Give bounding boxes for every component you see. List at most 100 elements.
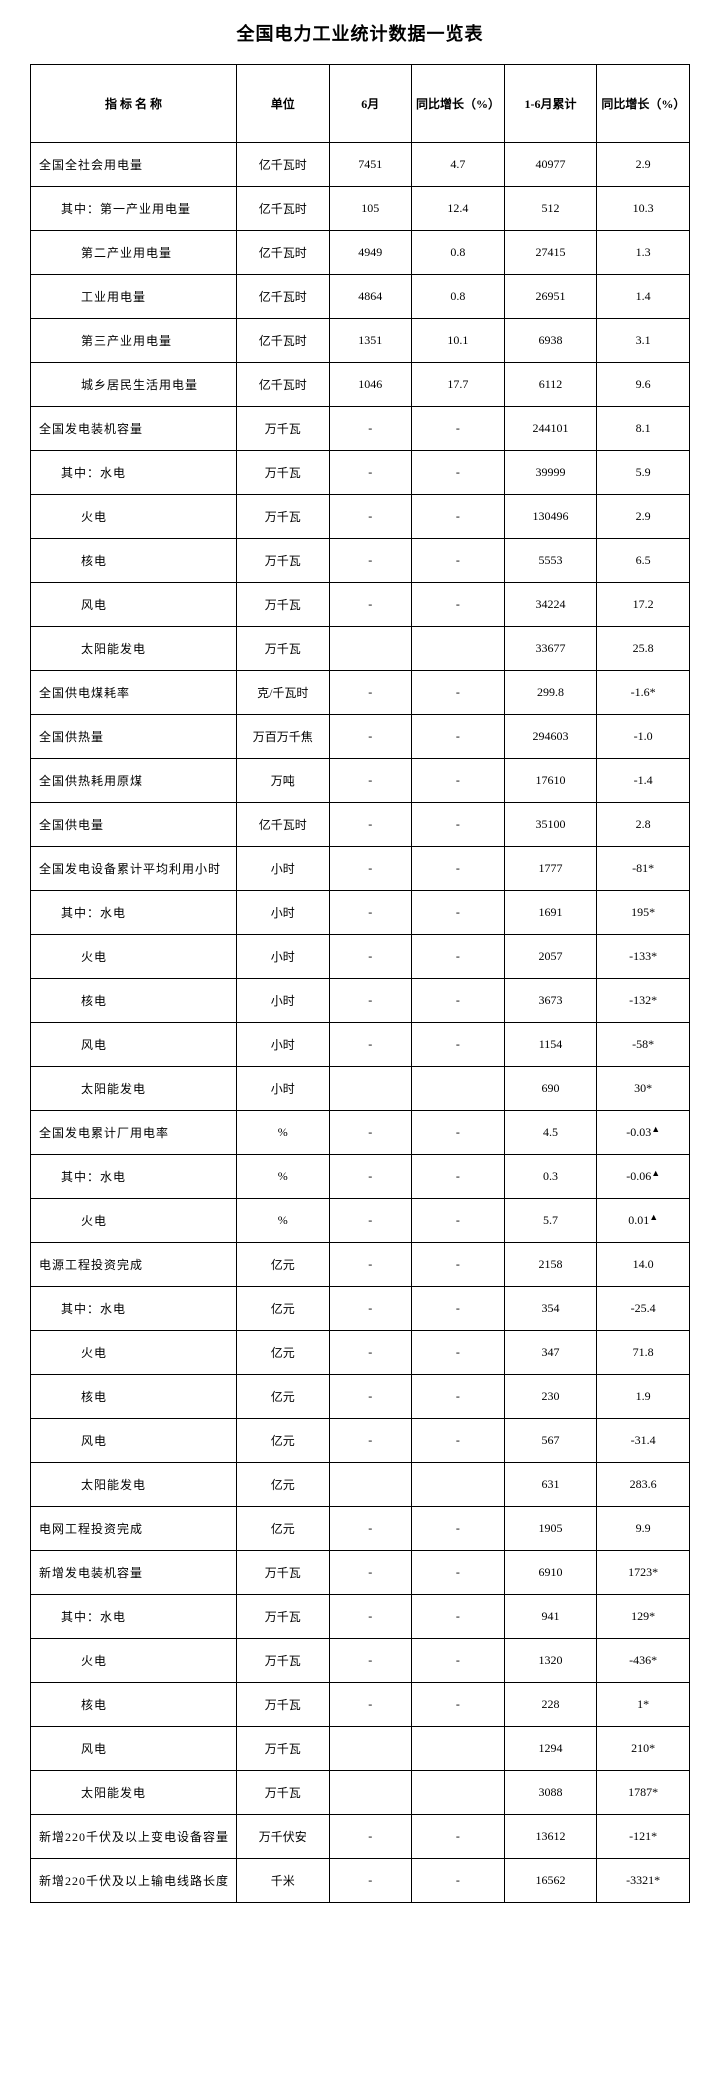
- cell-cum: 27415: [504, 231, 597, 275]
- col-g1: 同比增长（%）: [411, 65, 504, 143]
- table-row: 风电小时--1154-58*: [31, 1023, 690, 1067]
- cell-g2: -436*: [597, 1639, 690, 1683]
- cell-g1: -: [411, 495, 504, 539]
- cell-g2: 1723*: [597, 1551, 690, 1595]
- cell-month: -: [329, 451, 411, 495]
- cell-g1: -: [411, 1111, 504, 1155]
- cell-cum: 40977: [504, 143, 597, 187]
- cell-unit: 亿元: [236, 1287, 329, 1331]
- cell-cum: 244101: [504, 407, 597, 451]
- cell-name: 核电: [31, 1375, 237, 1419]
- cell-name: 火电: [31, 1331, 237, 1375]
- cell-name: 风电: [31, 583, 237, 627]
- cell-g2: 30*: [597, 1067, 690, 1111]
- cell-g1: -: [411, 1551, 504, 1595]
- cell-month: -: [329, 979, 411, 1023]
- table-row: 风电万千瓦--3422417.2: [31, 583, 690, 627]
- cell-month: 4864: [329, 275, 411, 319]
- cell-g2: 1787*: [597, 1771, 690, 1815]
- cell-unit: 小时: [236, 891, 329, 935]
- cell-g1: -: [411, 1155, 504, 1199]
- table-row: 全国供热耗用原煤万吨--17610-1.4: [31, 759, 690, 803]
- cell-g1: -: [411, 715, 504, 759]
- cell-cum: 16562: [504, 1859, 597, 1903]
- cell-unit: %: [236, 1111, 329, 1155]
- cell-month: -: [329, 407, 411, 451]
- cell-month: 1046: [329, 363, 411, 407]
- cell-month: -: [329, 671, 411, 715]
- cell-unit: 万千瓦: [236, 583, 329, 627]
- cell-g1: -: [411, 1639, 504, 1683]
- cell-name: 全国发电累计厂用电率: [31, 1111, 237, 1155]
- table-row: 全国发电累计厂用电率%--4.5-0.03▲: [31, 1111, 690, 1155]
- table-row: 全国供电量亿千瓦时--351002.8: [31, 803, 690, 847]
- cell-month: -: [329, 1595, 411, 1639]
- cell-g2: 10.3: [597, 187, 690, 231]
- cell-g1: [411, 1727, 504, 1771]
- cell-name: 全国发电设备累计平均利用小时: [31, 847, 237, 891]
- cell-unit: 亿元: [236, 1243, 329, 1287]
- cell-g1: 0.8: [411, 231, 504, 275]
- cell-month: -: [329, 1507, 411, 1551]
- table-row: 城乡居民生活用电量亿千瓦时104617.761129.6: [31, 363, 690, 407]
- cell-name: 第三产业用电量: [31, 319, 237, 363]
- cell-g1: -: [411, 539, 504, 583]
- cell-unit: 亿千瓦时: [236, 231, 329, 275]
- table-row: 太阳能发电万千瓦30881787*: [31, 1771, 690, 1815]
- cell-month: -: [329, 1155, 411, 1199]
- cell-month: -: [329, 1639, 411, 1683]
- cell-month: -: [329, 1111, 411, 1155]
- table-row: 电源工程投资完成亿元--215814.0: [31, 1243, 690, 1287]
- cell-name: 全国发电装机容量: [31, 407, 237, 451]
- cell-cum: 512: [504, 187, 597, 231]
- table-row: 其中：水电万千瓦--941129*: [31, 1595, 690, 1639]
- table-row: 太阳能发电小时69030*: [31, 1067, 690, 1111]
- cell-g2: 25.8: [597, 627, 690, 671]
- cell-name: 第二产业用电量: [31, 231, 237, 275]
- cell-g2: 71.8: [597, 1331, 690, 1375]
- table-row: 全国全社会用电量亿千瓦时74514.7409772.9: [31, 143, 690, 187]
- cell-unit: 小时: [236, 1067, 329, 1111]
- cell-g1: [411, 1463, 504, 1507]
- cell-month: -: [329, 759, 411, 803]
- table-row: 第二产业用电量亿千瓦时49490.8274151.3: [31, 231, 690, 275]
- cell-month: -: [329, 539, 411, 583]
- table-row: 其中：第一产业用电量亿千瓦时10512.451210.3: [31, 187, 690, 231]
- table-row: 其中：水电小时--1691195*: [31, 891, 690, 935]
- cell-cum: 35100: [504, 803, 597, 847]
- cell-unit: 万千瓦: [236, 1639, 329, 1683]
- cell-month: -: [329, 1683, 411, 1727]
- cell-cum: 1294: [504, 1727, 597, 1771]
- cell-name: 风电: [31, 1727, 237, 1771]
- cell-g2: 1*: [597, 1683, 690, 1727]
- cell-g2: 210*: [597, 1727, 690, 1771]
- cell-g2: 129*: [597, 1595, 690, 1639]
- table-row: 核电亿元--2301.9: [31, 1375, 690, 1419]
- cell-name: 其中：水电: [31, 1595, 237, 1639]
- cell-cum: 3673: [504, 979, 597, 1023]
- cell-name: 核电: [31, 1683, 237, 1727]
- cell-name: 全国供热耗用原煤: [31, 759, 237, 803]
- cell-g1: 0.8: [411, 275, 504, 319]
- cell-month: -: [329, 935, 411, 979]
- page-title: 全国电力工业统计数据一览表: [30, 20, 690, 46]
- cell-month: [329, 1727, 411, 1771]
- cell-g1: 17.7: [411, 363, 504, 407]
- cell-g2: -1.4: [597, 759, 690, 803]
- cell-g2: -25.4: [597, 1287, 690, 1331]
- cell-g1: [411, 1771, 504, 1815]
- table-row: 全国发电装机容量万千瓦--2441018.1: [31, 407, 690, 451]
- table-row: 风电亿元--567-31.4: [31, 1419, 690, 1463]
- cell-g2: 195*: [597, 891, 690, 935]
- table-row: 其中：水电%--0.3-0.06▲: [31, 1155, 690, 1199]
- table-row: 全国发电设备累计平均利用小时小时--1777-81*: [31, 847, 690, 891]
- cell-cum: 4.5: [504, 1111, 597, 1155]
- cell-month: -: [329, 1859, 411, 1903]
- cell-name: 工业用电量: [31, 275, 237, 319]
- cell-cum: 1777: [504, 847, 597, 891]
- cell-cum: 13612: [504, 1815, 597, 1859]
- cell-unit: 万千瓦: [236, 1771, 329, 1815]
- cell-g2: 3.1: [597, 319, 690, 363]
- cell-name: 电源工程投资完成: [31, 1243, 237, 1287]
- cell-cum: 294603: [504, 715, 597, 759]
